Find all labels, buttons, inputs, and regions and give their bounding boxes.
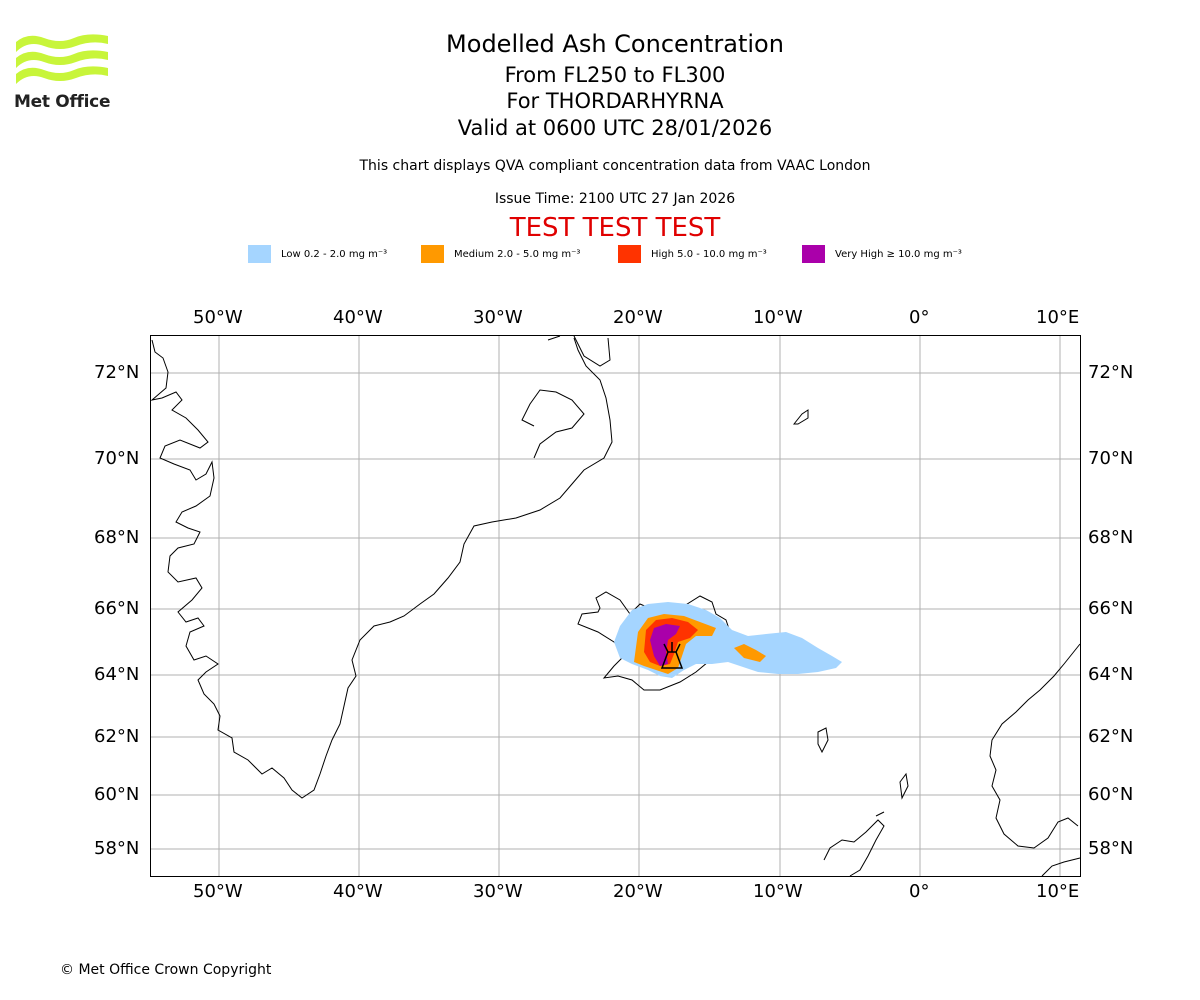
legend-label-low: Low 0.2 - 2.0 mg m⁻³ bbox=[281, 248, 388, 260]
volcano-icon bbox=[660, 642, 684, 669]
legend-label-high: High 5.0 - 10.0 mg m⁻³ bbox=[651, 248, 767, 260]
lon-tick-top: 40°W bbox=[333, 307, 383, 328]
lat-tick-left: 68°N bbox=[94, 527, 140, 548]
volcano-name: For THORDARHYRNA bbox=[506, 89, 724, 113]
legend-label-medium: Medium 2.0 - 5.0 mg m⁻³ bbox=[454, 248, 581, 260]
ash-plume bbox=[614, 602, 842, 678]
legend-label-very-high: Very High ≥ 10.0 mg m⁻³ bbox=[835, 248, 962, 260]
coastline-greenland-ne bbox=[521, 335, 611, 459]
lon-tick-top: 30°W bbox=[473, 307, 523, 328]
lat-tick-right: 70°N bbox=[1088, 448, 1134, 469]
flight-level-range: From FL250 to FL300 bbox=[504, 63, 726, 87]
legend-swatch-very-high bbox=[802, 245, 825, 263]
lat-tick-right: 66°N bbox=[1088, 598, 1134, 619]
lon-tick-top: 10°W bbox=[753, 307, 803, 328]
lat-tick-left: 70°N bbox=[94, 448, 140, 469]
legend-swatch-high bbox=[618, 245, 641, 263]
lon-tick-bottom: 30°W bbox=[473, 881, 523, 902]
map-gridlines bbox=[151, 336, 1080, 876]
valid-time: Valid at 0600 UTC 28/01/2026 bbox=[457, 116, 773, 140]
coastline-faroe bbox=[817, 727, 829, 754]
lat-tick-right: 60°N bbox=[1088, 784, 1134, 805]
lat-tick-left: 64°N bbox=[94, 664, 140, 685]
ash-medium-east bbox=[734, 644, 766, 662]
lat-tick-right: 62°N bbox=[1088, 726, 1134, 747]
lon-tick-bottom: 20°W bbox=[613, 881, 663, 902]
chart-title: Modelled Ash Concentration bbox=[446, 30, 784, 58]
met-office-logo-icon bbox=[16, 34, 108, 84]
lat-tick-left: 72°N bbox=[94, 362, 140, 383]
lon-tick-bottom: 40°W bbox=[333, 881, 383, 902]
legend-swatch-medium bbox=[421, 245, 444, 263]
logo-text: Met Office bbox=[14, 92, 111, 112]
coastline-scotland bbox=[823, 811, 885, 877]
legend-item-medium: Medium 2.0 - 5.0 mg m⁻³ bbox=[421, 244, 580, 264]
lat-tick-left: 66°N bbox=[94, 598, 140, 619]
coastline-greenland-east bbox=[150, 337, 613, 799]
coastline-shetland bbox=[899, 772, 909, 800]
lon-tick-top: 0° bbox=[909, 307, 930, 328]
lat-tick-right: 58°N bbox=[1088, 838, 1134, 859]
map-frame bbox=[150, 335, 1081, 877]
lat-tick-right: 72°N bbox=[1088, 362, 1134, 383]
lat-tick-left: 60°N bbox=[94, 784, 140, 805]
lon-tick-bottom: 0° bbox=[909, 881, 930, 902]
coastline-norway bbox=[989, 643, 1081, 849]
lat-tick-left: 62°N bbox=[94, 726, 140, 747]
lon-tick-bottom: 10°E bbox=[1036, 881, 1080, 902]
coastline-jan-mayen bbox=[792, 409, 809, 425]
coastline-sweden bbox=[1041, 857, 1081, 877]
lon-tick-top: 20°W bbox=[613, 307, 663, 328]
lat-tick-right: 68°N bbox=[1088, 527, 1134, 548]
lat-tick-left: 58°N bbox=[94, 838, 140, 859]
legend-swatch-low bbox=[248, 245, 271, 263]
lon-tick-top: 10°E bbox=[1036, 307, 1080, 328]
legend-item-high: High 5.0 - 10.0 mg m⁻³ bbox=[618, 244, 767, 264]
legend-item-low: Low 0.2 - 2.0 mg m⁻³ bbox=[248, 244, 387, 264]
lat-tick-right: 64°N bbox=[1088, 664, 1134, 685]
copyright: © Met Office Crown Copyright bbox=[60, 962, 272, 978]
chart-description: This chart displays QVA compliant concen… bbox=[359, 158, 871, 174]
test-banner: TEST TEST TEST bbox=[509, 213, 721, 243]
lon-tick-bottom: 10°W bbox=[753, 881, 803, 902]
lon-tick-top: 50°W bbox=[193, 307, 243, 328]
lon-tick-bottom: 50°W bbox=[193, 881, 243, 902]
issue-time: Issue Time: 2100 UTC 27 Jan 2026 bbox=[494, 191, 736, 207]
legend-item-very-high: Very High ≥ 10.0 mg m⁻³ bbox=[802, 244, 962, 264]
